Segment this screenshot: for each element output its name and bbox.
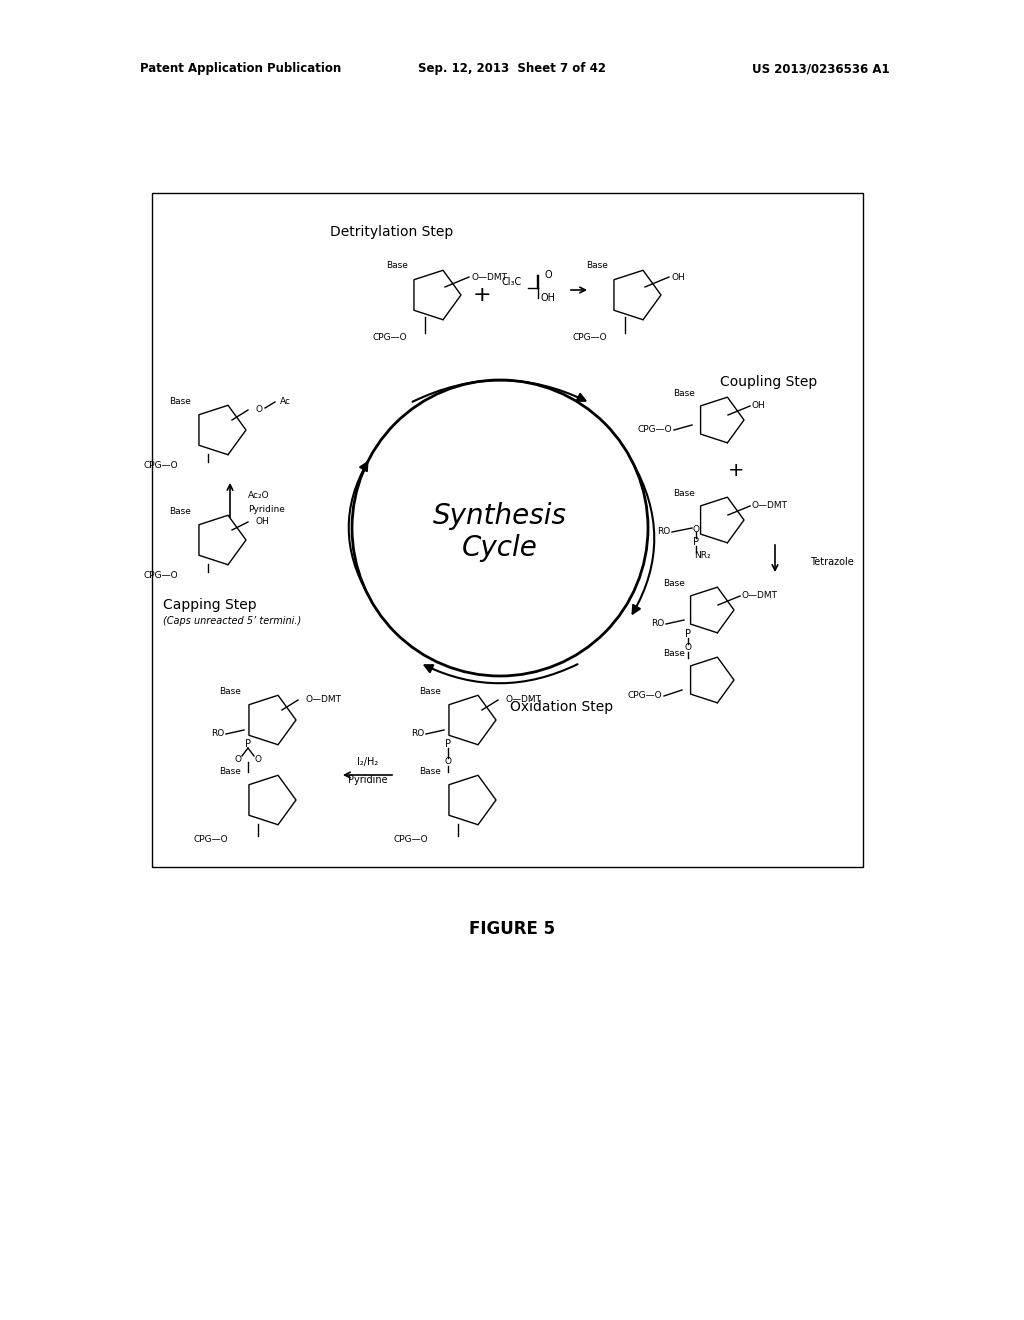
Text: Base: Base	[219, 767, 241, 776]
Text: CPG—O: CPG—O	[628, 692, 662, 701]
Text: Base: Base	[169, 397, 190, 407]
Text: CPG—O: CPG—O	[572, 333, 607, 342]
Text: I₂/H₂: I₂/H₂	[357, 756, 379, 767]
Text: Cycle: Cycle	[462, 535, 538, 562]
Text: Pyridine: Pyridine	[348, 775, 388, 785]
Text: O—DMT: O—DMT	[752, 502, 788, 511]
Text: Ac: Ac	[280, 397, 291, 407]
Text: O: O	[684, 644, 691, 652]
Text: FIGURE 5: FIGURE 5	[469, 920, 555, 939]
Text: Coupling Step: Coupling Step	[720, 375, 817, 389]
FancyArrowPatch shape	[349, 462, 369, 595]
Text: CPG—O: CPG—O	[194, 836, 228, 845]
Text: O: O	[692, 525, 699, 535]
Text: Base: Base	[664, 649, 685, 659]
Text: CPG—O: CPG—O	[143, 462, 178, 470]
Text: Base: Base	[586, 260, 608, 269]
Text: O: O	[255, 755, 261, 764]
Text: Base: Base	[386, 260, 408, 269]
Text: Capping Step: Capping Step	[163, 598, 257, 612]
Text: O: O	[234, 755, 242, 764]
Text: O—DMT: O—DMT	[742, 591, 778, 601]
Text: O: O	[444, 758, 452, 767]
Text: (Caps unreacted 5’ termini.): (Caps unreacted 5’ termini.)	[163, 616, 301, 626]
Text: US 2013/0236536 A1: US 2013/0236536 A1	[753, 62, 890, 75]
Text: Oxidation Step: Oxidation Step	[510, 700, 613, 714]
Text: RO: RO	[411, 730, 424, 738]
Text: Base: Base	[664, 579, 685, 589]
Text: Base: Base	[673, 490, 695, 499]
Text: O: O	[544, 271, 552, 280]
Text: O—DMT: O—DMT	[506, 696, 542, 705]
Text: P: P	[693, 537, 699, 546]
Text: +: +	[728, 461, 744, 479]
Text: RO: RO	[656, 528, 670, 536]
Text: Pyridine: Pyridine	[248, 506, 285, 515]
Text: O—DMT: O—DMT	[306, 696, 342, 705]
Text: P: P	[685, 630, 691, 639]
Text: OH: OH	[541, 293, 555, 304]
Text: RO: RO	[211, 730, 224, 738]
Text: Detritylation Step: Detritylation Step	[330, 224, 454, 239]
FancyArrowPatch shape	[413, 380, 586, 401]
Text: Base: Base	[419, 688, 441, 697]
Text: Base: Base	[169, 507, 190, 516]
Text: Base: Base	[673, 389, 695, 399]
Text: RO: RO	[650, 619, 664, 628]
Text: +: +	[473, 285, 492, 305]
Bar	[152, 193, 863, 867]
Text: Sep. 12, 2013  Sheet 7 of 42: Sep. 12, 2013 Sheet 7 of 42	[418, 62, 606, 75]
Text: OH: OH	[752, 401, 766, 411]
Text: NR₂: NR₂	[693, 550, 711, 560]
FancyArrowPatch shape	[632, 461, 654, 614]
Text: OH: OH	[671, 272, 685, 281]
Text: Ac₂O: Ac₂O	[248, 491, 269, 499]
Text: CPG—O: CPG—O	[637, 425, 672, 434]
Text: P: P	[445, 739, 451, 748]
Text: O: O	[255, 405, 262, 414]
Text: O—DMT: O—DMT	[471, 272, 507, 281]
Text: Patent Application Publication: Patent Application Publication	[140, 62, 341, 75]
Text: CPG—O: CPG—O	[373, 333, 407, 342]
Text: OH: OH	[255, 517, 268, 527]
Text: Base: Base	[219, 688, 241, 697]
Text: P: P	[245, 739, 251, 748]
Text: Cl₃C: Cl₃C	[502, 277, 522, 286]
Text: Synthesis: Synthesis	[433, 502, 567, 531]
FancyArrowPatch shape	[425, 664, 578, 684]
Text: Tetrazole: Tetrazole	[810, 557, 854, 568]
Text: CPG—O: CPG—O	[393, 836, 428, 845]
Text: Base: Base	[419, 767, 441, 776]
Text: CPG—O: CPG—O	[143, 572, 178, 581]
